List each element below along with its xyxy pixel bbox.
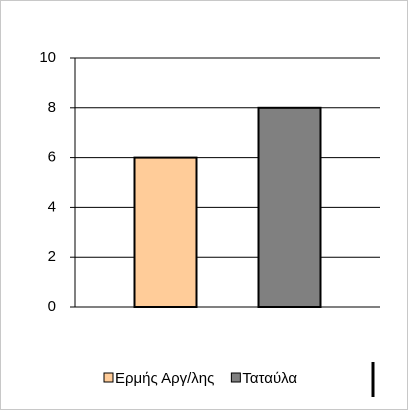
y-tick-label: 10 bbox=[39, 49, 56, 66]
bar bbox=[133, 156, 198, 308]
bar bbox=[257, 106, 322, 308]
legend-label: Ταταύλα bbox=[242, 370, 297, 387]
legend-label: Ερμής Αργ/λης bbox=[115, 370, 214, 387]
y-tick-label: 0 bbox=[48, 298, 56, 315]
legend-swatch bbox=[103, 372, 114, 383]
y-tick-label: 6 bbox=[48, 149, 56, 166]
legend-swatch bbox=[230, 372, 241, 383]
y-tick-label: 4 bbox=[48, 198, 56, 215]
y-tick-label: 2 bbox=[48, 248, 56, 265]
y-tick-label: 8 bbox=[48, 99, 56, 116]
